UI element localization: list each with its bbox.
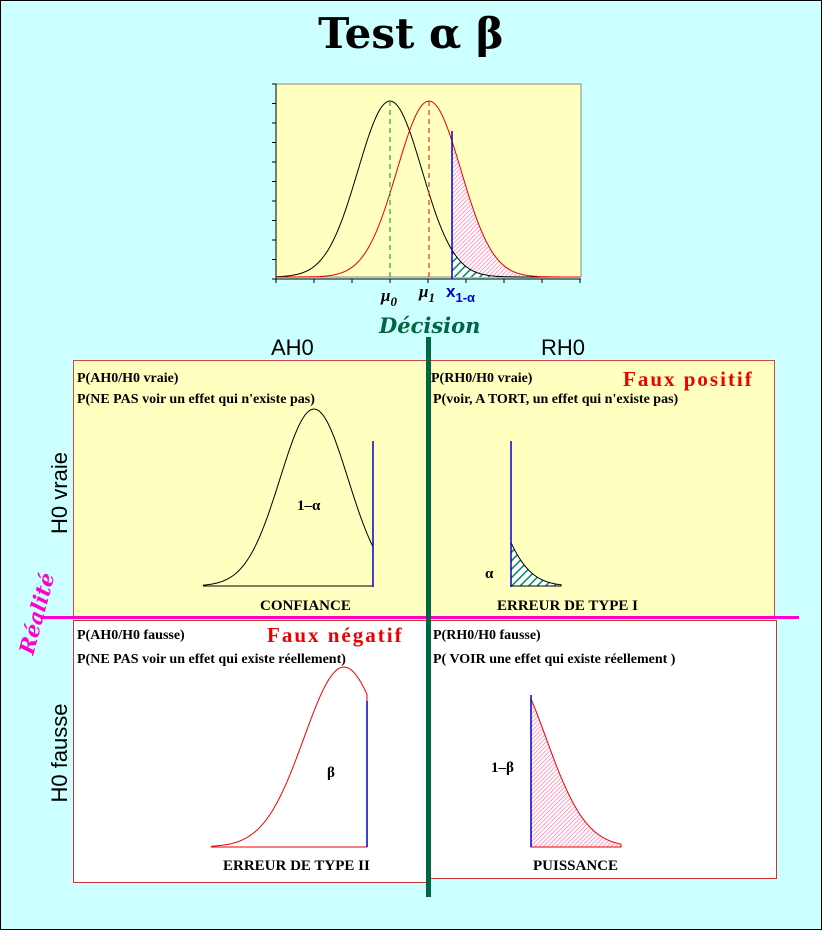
tr-curve-label: α (485, 566, 494, 582)
tr-line2: P(voir, A TORT, un effet qui n'existe pa… (433, 392, 679, 407)
confidence-curve (202, 408, 374, 587)
tr-tag-faux-positif: Faux positif (623, 367, 754, 391)
tl-line2: P(NE PAS voir un effet qui n'existe pas) (77, 392, 315, 407)
x-ticks (275, 279, 581, 283)
decision-line (426, 337, 431, 897)
page-title: Test α β (318, 9, 504, 58)
tr-line1: P(RH0/H0 vraie) (431, 371, 533, 386)
br-curve-label: 1–β (491, 760, 514, 776)
bl-caption: ERREUR DE TYPE II (223, 858, 370, 874)
h0-curve (275, 100, 580, 278)
panel-h0-fausse-right (429, 620, 777, 879)
power-tail (530, 698, 622, 848)
alpha-area (452, 250, 501, 277)
br-line2: P( VOIR une effet qui existe réellement … (433, 652, 676, 667)
y-ticks (272, 83, 276, 280)
chart-plot-area (275, 83, 582, 278)
tl-caption: CONFIANCE (260, 598, 351, 614)
h1-curve (276, 100, 580, 278)
beta-curve (210, 666, 368, 848)
column-header-rh0: RH0 (541, 335, 586, 360)
bl-line2: P(NE PAS voir un effet qui existe réelle… (77, 652, 346, 667)
tl-curve-label: 1–α (297, 498, 321, 514)
decision-label: Décision (379, 313, 481, 338)
top-distribution-chart: μ0 μ1 x1-α (272, 83, 582, 309)
alpha-tail (510, 542, 562, 587)
bl-curve-label: β (327, 765, 335, 781)
realite-line (43, 616, 799, 619)
br-line1: P(RH0/H0 fausse) (433, 628, 541, 643)
tr-caption: ERREUR DE TYPE I (497, 598, 638, 614)
bl-tag-faux-negatif: Faux négatif (267, 623, 404, 647)
power-area (452, 141, 561, 277)
panel-h0-fausse-left (73, 620, 429, 883)
tl-line1: P(AH0/H0 vraie) (77, 371, 179, 386)
mu0-label: μ0 (380, 286, 397, 309)
column-header-ah0: AH0 (271, 335, 314, 360)
bl-line1: P(AH0/H0 fausse) (77, 628, 185, 643)
br-caption: PUISSANCE (533, 858, 619, 874)
mu1-label: μ1 (418, 282, 435, 305)
x-critical-label: x1-α (446, 282, 475, 305)
